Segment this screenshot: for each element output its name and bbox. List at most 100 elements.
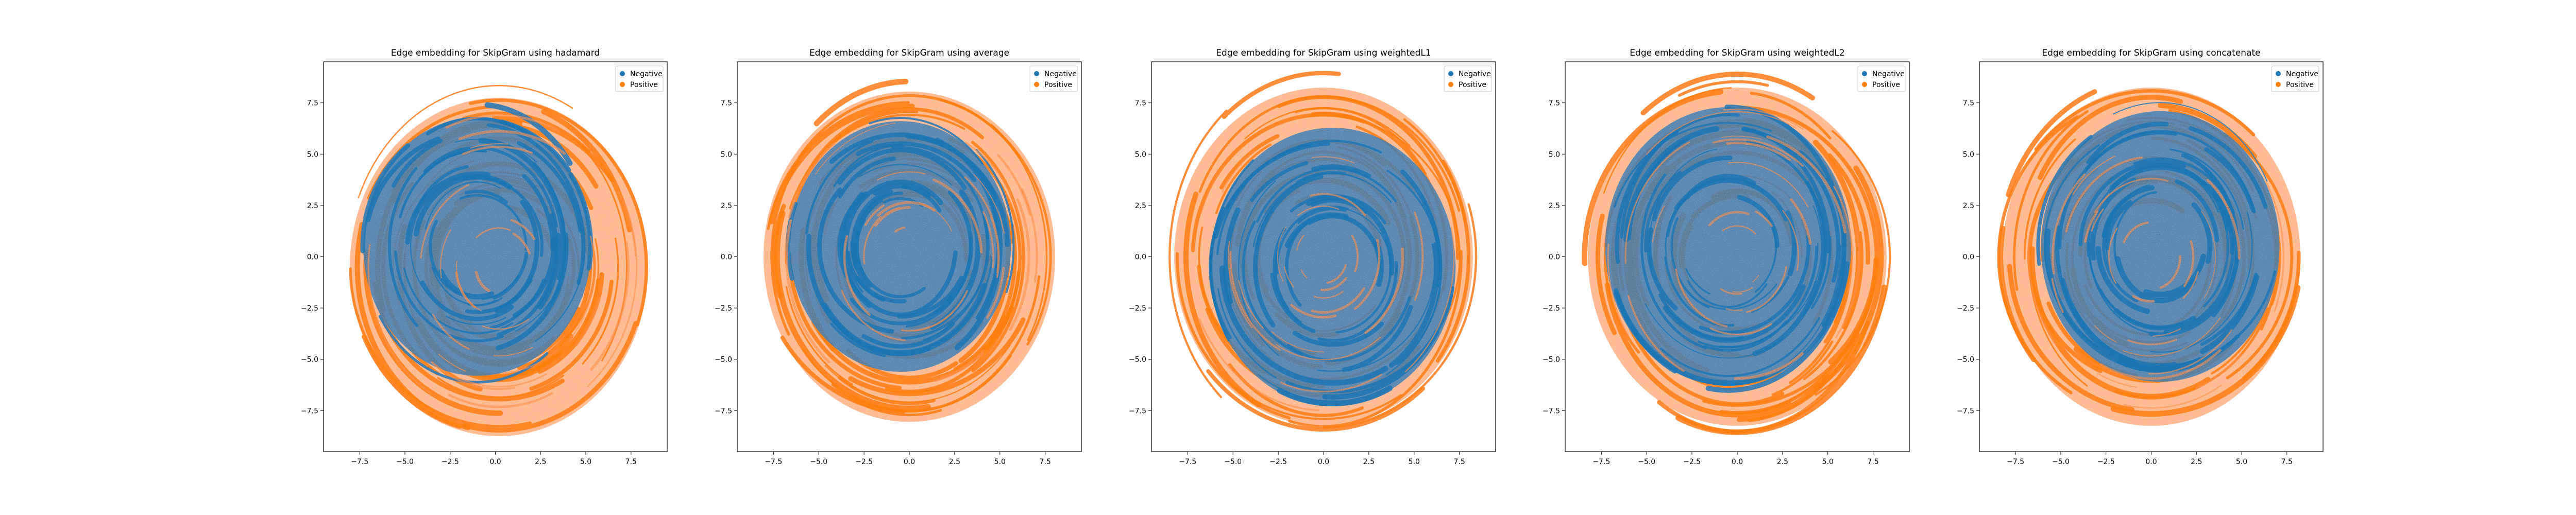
series-stroke (1704, 190, 1847, 386)
series-stroke (1652, 205, 1665, 243)
x-tick-label: 7.5 (625, 458, 637, 466)
series-stroke (933, 178, 983, 253)
series-stroke (1168, 109, 1228, 399)
series-stroke (1803, 231, 1863, 380)
legend: Negative Positive (2271, 65, 2319, 92)
x-tick-label: 5.0 (994, 458, 1006, 466)
panel-title: Edge embedding for SkipGram using concat… (2042, 48, 2260, 58)
legend: Negative Positive (1857, 65, 1906, 92)
series-stroke (964, 176, 1000, 278)
series-stroke (568, 235, 595, 342)
series-stroke (1317, 261, 1398, 342)
legend-label-negative: Negative (2286, 70, 2318, 78)
series-stroke (877, 171, 926, 181)
series-stroke (785, 286, 853, 385)
series-stroke (1221, 150, 1255, 193)
series-stroke (2123, 221, 2149, 244)
series-stroke (1652, 156, 1733, 221)
series-stroke (1833, 185, 1853, 293)
series-stroke (874, 206, 911, 227)
series-stroke (2202, 207, 2229, 307)
series-stroke (1312, 156, 1355, 164)
series-stroke (1725, 308, 1743, 311)
series-stroke (1271, 331, 1324, 353)
series-body (1605, 107, 1852, 386)
series-stroke (458, 130, 566, 155)
series-negative (1209, 127, 1456, 407)
series-stroke (901, 290, 968, 332)
series-stroke (439, 229, 451, 279)
series-stroke (1183, 191, 1261, 407)
legend-label-negative: Negative (1459, 70, 1491, 78)
series-stroke (2051, 278, 2064, 313)
legend-marker-negative (1034, 71, 1039, 76)
series-stroke (770, 160, 800, 336)
point-cloud (349, 84, 648, 436)
series-stroke (830, 322, 886, 357)
x-tick-label: −7.5 (1179, 458, 1196, 466)
series-stroke (767, 101, 910, 230)
series-stroke (2191, 202, 2212, 264)
series-stroke (843, 235, 871, 316)
series-stroke (1250, 161, 1309, 202)
series-stroke (1790, 198, 1812, 245)
series-stroke (894, 226, 906, 233)
series-stroke (2065, 156, 2143, 233)
series-stroke (512, 232, 531, 255)
legend-marker-positive (1862, 82, 1867, 87)
series-stroke (1242, 220, 1304, 356)
series-stroke (798, 94, 1021, 159)
series-stroke (413, 174, 513, 237)
series-stroke (769, 104, 915, 225)
x-tick-label: 2.5 (1777, 458, 1788, 466)
series-stroke (367, 244, 431, 393)
series-stroke (462, 146, 533, 156)
series-stroke (462, 321, 638, 433)
series-stroke (420, 280, 514, 321)
y-tick-label: 5.0 (721, 150, 732, 159)
series-stroke (805, 140, 874, 235)
series-stroke (851, 179, 943, 215)
series-negative (2036, 102, 2280, 382)
series-stroke (2007, 263, 2134, 413)
series-stroke (1640, 72, 1816, 116)
legend-label-positive: Positive (1872, 81, 1900, 89)
series-stroke (1270, 272, 1316, 333)
series-stroke (2013, 110, 2089, 291)
legend-marker-negative (2276, 71, 2281, 76)
series-stroke (869, 117, 984, 165)
legend-marker-positive (2276, 82, 2281, 87)
series-stroke (1732, 287, 1753, 293)
series-stroke (885, 207, 901, 215)
series-stroke (1998, 226, 2036, 362)
series-stroke (391, 139, 443, 188)
series-stroke (1277, 95, 1460, 261)
series-stroke (833, 144, 904, 187)
series-stroke (964, 142, 1024, 234)
series-stroke (971, 141, 1025, 373)
y-tick-label: −2.5 (715, 304, 732, 313)
y-tick-label: 5.0 (1963, 150, 1974, 159)
series-stroke (877, 201, 936, 217)
series-stroke (1645, 303, 1785, 359)
series-stroke (1364, 247, 1404, 334)
series-stroke (1404, 226, 1455, 372)
series-stroke (822, 283, 988, 356)
series-stroke (1755, 210, 1773, 227)
series-stroke (814, 78, 909, 127)
y-tick-label: 2.5 (1135, 202, 1146, 210)
series-stroke (1229, 251, 1281, 351)
legend-box (615, 65, 664, 92)
series-stroke (2086, 122, 2169, 165)
series-stroke (2095, 246, 2150, 314)
series-stroke (848, 317, 1026, 397)
series-stroke (1725, 142, 1791, 161)
series-stroke (503, 278, 600, 379)
series-stroke (1644, 170, 1682, 253)
y-tick-label: −7.5 (1957, 407, 1974, 415)
series-stroke (2084, 210, 2098, 243)
series-stroke (1327, 264, 1347, 284)
series-stroke (997, 154, 1031, 216)
series-stroke (515, 283, 561, 332)
series-stroke (455, 271, 476, 308)
